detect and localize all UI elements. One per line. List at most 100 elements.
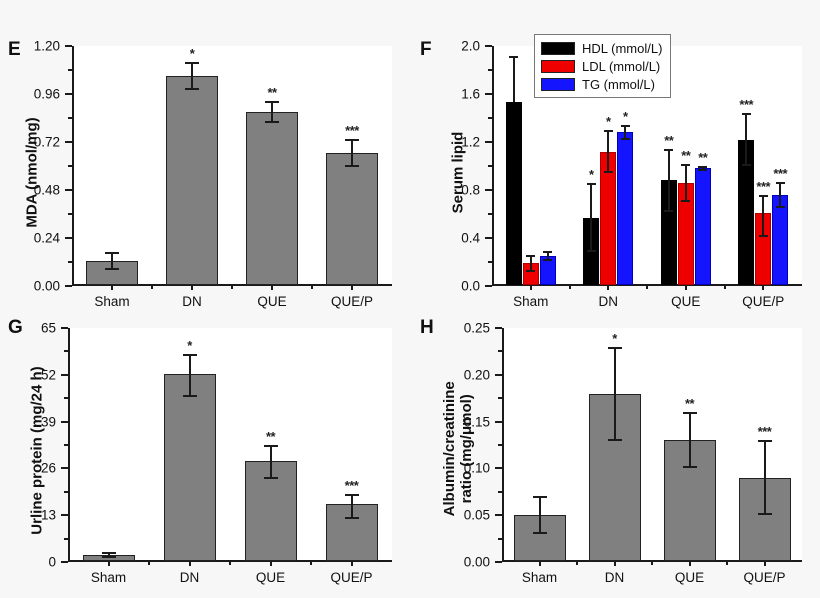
panel-E-x-tick: [111, 285, 113, 290]
panel-H-y-minor-tick: [498, 490, 502, 493]
panel-G-y-minor-tick: [64, 537, 68, 540]
panel-E-y-tick: [65, 237, 72, 239]
panel-F-y-minor-tick: [488, 165, 492, 167]
panel-H-error-cap-top-quep: [757, 440, 772, 443]
panel-H-x-tick-label-sham: Sham: [521, 570, 558, 585]
panel-G-y-minor-tick: [64, 490, 68, 493]
legend-item: TG (mmol/L): [541, 75, 662, 93]
panel-H-significance-que: **: [684, 396, 695, 412]
panel-F-error-cap-top-sham-ldl: [526, 254, 536, 257]
panel-F-significance-dn-tg: *: [622, 109, 628, 125]
panel-G-y-tick-label: 13: [40, 507, 56, 523]
panel-H-error-cap-top-sham: [532, 496, 547, 499]
panel-F-y-tick-label: 0.8: [461, 182, 480, 198]
panel-G-x-tick: [107, 561, 110, 566]
panel-H-x-minor-tick: [726, 561, 728, 565]
legend-swatch-hdl: [541, 41, 575, 55]
panel-F-error-cap-bottom-dn-hdl: [586, 250, 596, 253]
panel-H-error-cap-bottom-quep: [757, 513, 772, 516]
panel-E-y-tick: [65, 141, 72, 143]
panel-F-error-cap-bottom-sham-ldl: [526, 269, 536, 272]
panel-E-error-cap-bottom-quep: [345, 165, 359, 167]
panel-H-y-minor-tick: [498, 397, 502, 400]
panel-H-x-tick: [613, 561, 616, 566]
panel-H-x-minor-tick: [651, 561, 653, 565]
panel-H-error-bar-quep: [763, 440, 766, 516]
panel-H-y-tick-label: 0.20: [463, 367, 490, 383]
panel-E-significance-dn: *: [189, 45, 195, 61]
panel-H-error-bar-sham: [538, 496, 541, 534]
panel-E-y-minor-tick: [68, 117, 72, 119]
panel-E-error-cap-top-dn: [185, 62, 199, 64]
panel-G-x-tick: [350, 561, 353, 566]
panel-E-y-tick: [65, 93, 72, 95]
panel-E-y-tick: [65, 285, 72, 287]
panel-H-significance-quep: ***: [757, 424, 772, 440]
panel-F-y-tick-label: 2.0: [461, 38, 480, 54]
panel-F-y-tick: [485, 237, 492, 239]
panel-H-y-tick: [495, 561, 502, 563]
panel-F-error-bar-sham-ldl: [529, 254, 532, 272]
panel-G-error-cap-top-que: [263, 445, 278, 447]
panel-F-error-bar-dn-tg: [624, 125, 627, 140]
panel-F-error-bar-sham-tg: [546, 251, 549, 261]
panel-H-y-tick: [495, 373, 502, 376]
panel-H-y-tick: [495, 420, 502, 423]
panel-F-y-tick: [485, 141, 492, 143]
panel-G-significance-que: **: [265, 429, 276, 444]
panel-H-error-cap-bottom-que: [682, 466, 697, 469]
panel-F-error-cap-bottom-dn-ldl: [603, 171, 613, 174]
panel-G-y-tick-label: 0: [48, 554, 56, 570]
panel-H-x-tick: [688, 561, 691, 566]
panel-E-error-bar-dn: [191, 62, 193, 90]
legend-label-tg: TG (mmol/L): [582, 76, 655, 92]
panel-F-error-cap-bottom-que-hdl: [664, 209, 674, 212]
panel-H-y-tick-label: 0.15: [463, 414, 490, 430]
panel-G-error-cap-bottom-que: [263, 477, 278, 480]
panel-E-y-minor-tick: [68, 69, 72, 71]
panel-F-error-cap-bottom-que-tg: [698, 168, 708, 171]
panel-F-x-tick-label-dn: DN: [598, 294, 619, 309]
panel-G-error-cap-top-dn: [182, 354, 197, 357]
panel-H-error-cap-top-dn: [607, 346, 622, 349]
panel-E-error-bar-sham: [111, 252, 113, 270]
panel-F-x-minor-tick: [646, 285, 648, 289]
panel-G-error-bar-dn: [188, 354, 191, 398]
panel-F-x-tick: [529, 285, 532, 290]
panel-F-significance-quep-hdl: ***: [739, 97, 754, 113]
panel-H-y-minor-tick: [498, 537, 502, 540]
panel-H-x-tick: [538, 561, 541, 566]
panel-E-x-tick: [271, 285, 273, 290]
panel-E-y-minor-tick: [68, 261, 72, 263]
panel-G-error-bar-quep: [350, 493, 353, 519]
panel-H-x-tick: [763, 561, 766, 566]
panel-F-bar-sham-hdl: [505, 102, 522, 285]
panel-G-x-minor-tick: [229, 561, 231, 565]
panel-H-y-tick-label: 0.25: [463, 320, 490, 336]
panel-H-x-minor-tick: [576, 561, 578, 565]
panel-G-error-bar-que: [269, 445, 272, 480]
panel-G-plot-area: 0 13 26 39 52 65 Sham DN QUE QUE/P * ** ***: [41, 321, 392, 585]
panel-F-error-bar-dn-hdl: [590, 182, 593, 253]
panel-F-y-tick: [485, 93, 492, 95]
panel-H-error-bar-dn: [613, 346, 616, 442]
panel-F-error-bar-sham-hdl: [512, 55, 515, 103]
legend-item: HDL (mmol/L): [541, 39, 662, 57]
panel-G-y-minor-tick: [64, 444, 68, 446]
panel-F-error-cap-bottom-quep-hdl: [741, 164, 751, 166]
panel-G-y-tick: [61, 467, 68, 470]
panel-E-x-tick-label-que: QUE: [257, 294, 287, 309]
panel-E-bar-quep: [326, 153, 378, 285]
panel-F-x-minor-tick: [723, 285, 726, 289]
panel-E-x-tick: [191, 285, 193, 290]
panel-E-bar-dn: [166, 76, 218, 285]
panel-H-y-minor-tick: [498, 444, 502, 446]
panel-E-x-tick-label-sham: Sham: [94, 294, 130, 309]
panel-F-error-cap-top-sham-hdl: [509, 55, 519, 58]
panel-F-y-tick: [485, 45, 492, 47]
panel-F-y-minor-tick: [488, 213, 492, 215]
panel-F-y-minor-tick: [488, 69, 492, 71]
panel-G-y-tick-label: 65: [40, 320, 56, 336]
panel-H-error-bar-que: [688, 412, 691, 469]
panel-E-y-tick-label: 0.72: [33, 134, 60, 150]
